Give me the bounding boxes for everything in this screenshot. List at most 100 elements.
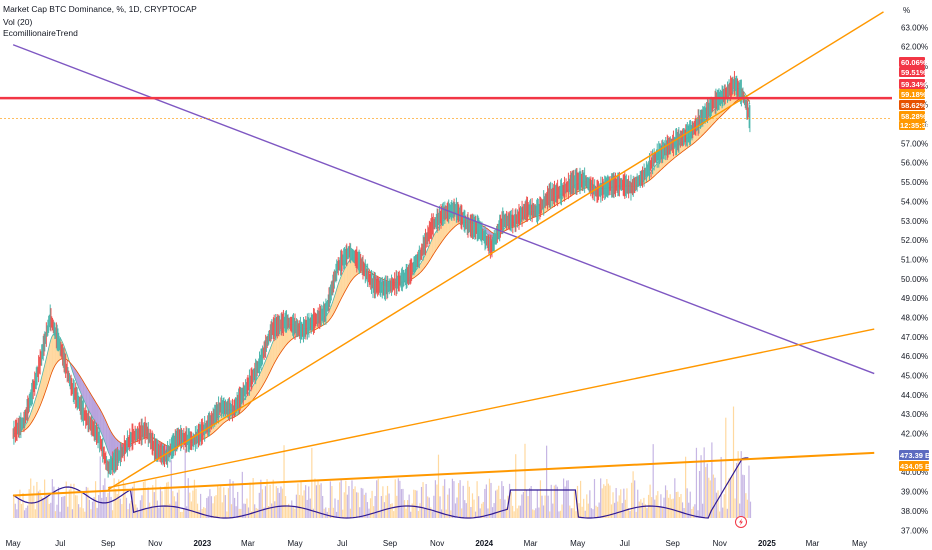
volume-bar bbox=[343, 492, 345, 518]
volume-bar bbox=[99, 456, 101, 518]
volume-bar bbox=[258, 492, 260, 518]
volume-bar bbox=[612, 492, 614, 518]
volume-bar bbox=[31, 493, 33, 518]
volume-bar bbox=[209, 489, 211, 518]
ribbon-segment bbox=[51, 334, 54, 373]
volume-bar bbox=[583, 498, 585, 518]
countdown-bg bbox=[899, 121, 925, 130]
volume-bar bbox=[158, 507, 160, 518]
volume-bar bbox=[607, 483, 609, 518]
trend-indicator-label[interactable]: EcomillionaireTrend bbox=[3, 28, 78, 38]
volume-bar bbox=[598, 502, 600, 518]
ribbon-segment bbox=[88, 390, 91, 414]
volume-bar bbox=[516, 508, 518, 518]
ribbon-segment bbox=[277, 332, 279, 358]
ribbon-segment bbox=[53, 333, 55, 369]
volume-bar bbox=[212, 503, 214, 518]
volume-bar bbox=[28, 489, 30, 518]
volume-bar bbox=[734, 498, 736, 518]
volume-bar bbox=[153, 492, 155, 518]
price-badge-label: 60.06% bbox=[901, 58, 927, 67]
volume-bar bbox=[278, 492, 280, 518]
volume-bar bbox=[715, 492, 718, 518]
ribbon-segment bbox=[482, 225, 485, 231]
volume-bar bbox=[615, 487, 617, 518]
volume-bar bbox=[600, 478, 602, 518]
volume-bar bbox=[399, 480, 401, 518]
volume-bar bbox=[431, 511, 433, 518]
price-badge-label: 58.62% bbox=[901, 101, 927, 110]
volume-bar bbox=[121, 504, 123, 518]
volume-bar bbox=[697, 510, 699, 518]
volume-bar bbox=[136, 507, 138, 518]
volume-bar bbox=[618, 495, 620, 518]
volume-bar bbox=[334, 498, 336, 518]
volume-bar bbox=[386, 485, 389, 518]
volume-bar bbox=[320, 483, 322, 518]
volume-bar bbox=[113, 478, 115, 518]
volume-bar bbox=[246, 498, 248, 518]
ribbon-segment bbox=[105, 420, 108, 450]
price-badge: 59.34% bbox=[899, 79, 927, 89]
volume-bar bbox=[365, 492, 367, 518]
volume-bar bbox=[88, 499, 91, 518]
lightning-icon[interactable] bbox=[735, 516, 747, 528]
volume-bar bbox=[725, 417, 727, 518]
volume-bar bbox=[539, 480, 542, 518]
y-tick-label: 62.00% bbox=[901, 43, 928, 52]
volume-bar bbox=[73, 483, 75, 518]
volume-bar bbox=[640, 499, 642, 518]
volume-bar bbox=[34, 509, 36, 518]
volume-bar bbox=[210, 496, 213, 518]
volume-bar bbox=[434, 480, 437, 518]
volume-bar bbox=[166, 482, 168, 518]
volume-bar bbox=[297, 483, 299, 518]
volume-bar bbox=[444, 479, 446, 518]
volume-bar bbox=[331, 486, 333, 518]
volume-bar bbox=[250, 511, 253, 518]
volume-bar bbox=[149, 502, 151, 518]
ribbon-segment bbox=[269, 346, 272, 373]
volume-bar bbox=[606, 479, 608, 518]
volume-bar bbox=[249, 482, 251, 518]
volume-bar bbox=[723, 494, 725, 518]
volume-bar bbox=[564, 486, 566, 518]
volume-bar bbox=[237, 491, 239, 518]
volume-bar bbox=[318, 484, 321, 518]
volume-bar bbox=[391, 503, 393, 518]
volume-bar bbox=[289, 506, 291, 518]
volume-bar bbox=[726, 508, 728, 518]
volume-bar bbox=[39, 489, 41, 518]
volume-bar bbox=[317, 480, 319, 518]
volume-bar bbox=[521, 494, 523, 518]
volume-bar bbox=[124, 483, 126, 518]
volume-bar bbox=[422, 482, 424, 518]
volume-bar bbox=[59, 511, 61, 518]
volume-bar bbox=[230, 504, 233, 518]
ribbon-segment bbox=[252, 383, 255, 401]
volume-bar bbox=[487, 508, 489, 518]
y-tick-label: 39.00% bbox=[901, 488, 928, 497]
x-tick-label: Sep bbox=[101, 539, 116, 548]
volume-indicator-label[interactable]: Vol (20) bbox=[3, 17, 33, 27]
volume-bar bbox=[138, 511, 140, 518]
volume-bar bbox=[743, 475, 745, 518]
volume-bar bbox=[720, 456, 722, 518]
ribbon-segment bbox=[436, 228, 438, 250]
volume-bar bbox=[298, 494, 301, 518]
volume-bar bbox=[416, 490, 418, 518]
volume-bar bbox=[14, 503, 16, 518]
volume-bar bbox=[513, 511, 515, 518]
volume-bar bbox=[601, 488, 603, 518]
volume-bar bbox=[686, 488, 688, 518]
volume-bar bbox=[541, 495, 543, 518]
volume-badge-label: 434.05 B bbox=[900, 462, 931, 471]
y-tick-label: 37.00% bbox=[901, 526, 928, 535]
volume-bar bbox=[581, 506, 583, 518]
orange-mid-trendline bbox=[107, 328, 875, 489]
ribbon-segment bbox=[48, 341, 51, 382]
volume-ma-line bbox=[12, 457, 749, 519]
x-tick-label: May bbox=[852, 539, 867, 548]
volume-bar bbox=[213, 496, 216, 518]
